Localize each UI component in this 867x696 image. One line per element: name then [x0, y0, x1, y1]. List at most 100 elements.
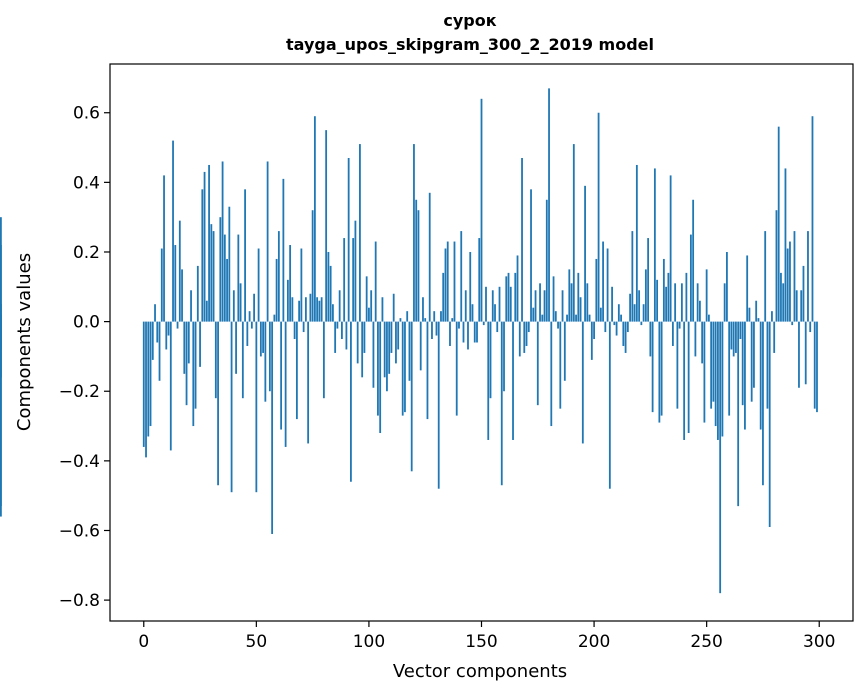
- bar: [352, 238, 355, 322]
- bar: [178, 220, 181, 322]
- bar: [316, 297, 319, 322]
- bar: [530, 189, 532, 322]
- bar: [482, 321, 485, 326]
- chart-title: сурок: [443, 11, 496, 30]
- bar: [669, 175, 672, 322]
- bar: [608, 321, 611, 489]
- bar: [172, 140, 174, 322]
- bar: [777, 126, 780, 322]
- bar: [154, 304, 156, 322]
- bar: [487, 321, 490, 440]
- x-tick-label: 0: [138, 632, 149, 652]
- bar: [656, 279, 659, 322]
- bar: [480, 98, 483, 322]
- bar: [426, 321, 429, 420]
- bar: [525, 321, 528, 346]
- bar: [577, 272, 580, 322]
- bar: [273, 314, 276, 322]
- bar: [640, 321, 643, 326]
- bar: [512, 321, 514, 440]
- bar: [689, 234, 692, 322]
- bar: [586, 283, 589, 322]
- bar: [773, 321, 776, 353]
- bar: [458, 321, 460, 329]
- bar: [169, 321, 172, 451]
- bar: [476, 321, 478, 343]
- bar: [714, 321, 717, 427]
- bar: [789, 241, 791, 322]
- bar: [473, 321, 476, 343]
- bar: [165, 321, 168, 350]
- bar: [633, 304, 636, 322]
- bar: [284, 321, 287, 447]
- bar: [674, 283, 677, 322]
- y-tick-label: −0.2: [59, 382, 100, 402]
- x-axis-label: Vector components: [393, 661, 567, 682]
- bar: [329, 265, 332, 322]
- bar: [368, 307, 370, 322]
- bar: [174, 245, 177, 322]
- bar: [496, 321, 499, 333]
- bar: [228, 206, 231, 322]
- bar: [462, 321, 465, 343]
- bar: [451, 318, 454, 322]
- bar: [464, 290, 467, 322]
- bar: [809, 321, 812, 333]
- bar: [289, 245, 292, 322]
- bar: [424, 318, 427, 322]
- bar: [359, 144, 361, 322]
- bar: [343, 238, 346, 322]
- bar: [345, 321, 348, 350]
- bar: [599, 307, 602, 322]
- bar: [638, 290, 641, 322]
- bar: [422, 297, 424, 322]
- bar: [205, 300, 208, 322]
- bar: [816, 321, 818, 413]
- bar: [356, 321, 359, 364]
- bar: [782, 283, 785, 322]
- bar: [662, 258, 665, 322]
- bar: [365, 276, 368, 322]
- bar: [190, 290, 192, 322]
- x-tick-label: 50: [246, 632, 268, 652]
- bar: [748, 307, 751, 322]
- bar: [147, 321, 150, 437]
- bar: [568, 269, 571, 322]
- bar: [703, 321, 706, 423]
- bar: [509, 286, 512, 322]
- bar: [500, 321, 503, 486]
- bar: [350, 321, 352, 482]
- bar: [543, 290, 546, 322]
- bar: [536, 321, 539, 406]
- bar: [665, 286, 668, 322]
- bar: [268, 321, 271, 392]
- bar: [183, 321, 186, 374]
- bar: [181, 269, 183, 322]
- bar: [399, 318, 402, 322]
- bar: [721, 321, 724, 437]
- bar: [307, 321, 310, 444]
- bar: [271, 321, 274, 534]
- bar: [156, 321, 159, 343]
- bar: [696, 283, 699, 322]
- bar: [291, 297, 294, 322]
- x-tick-label: 200: [578, 632, 610, 652]
- bar: [550, 321, 553, 427]
- bar: [807, 231, 809, 322]
- bar: [203, 171, 206, 322]
- bar: [431, 321, 433, 340]
- bar: [699, 300, 701, 322]
- bar: [590, 321, 593, 360]
- plot-frame: [109, 63, 854, 622]
- bar: [811, 116, 814, 322]
- bar: [676, 321, 679, 409]
- bar: [498, 286, 501, 322]
- bar: [771, 311, 773, 322]
- bar: [554, 311, 557, 322]
- bar: [545, 199, 548, 322]
- bar: [208, 164, 210, 322]
- bar: [304, 297, 307, 322]
- bar: [503, 321, 505, 392]
- bar: [604, 321, 607, 333]
- bar: [712, 321, 715, 402]
